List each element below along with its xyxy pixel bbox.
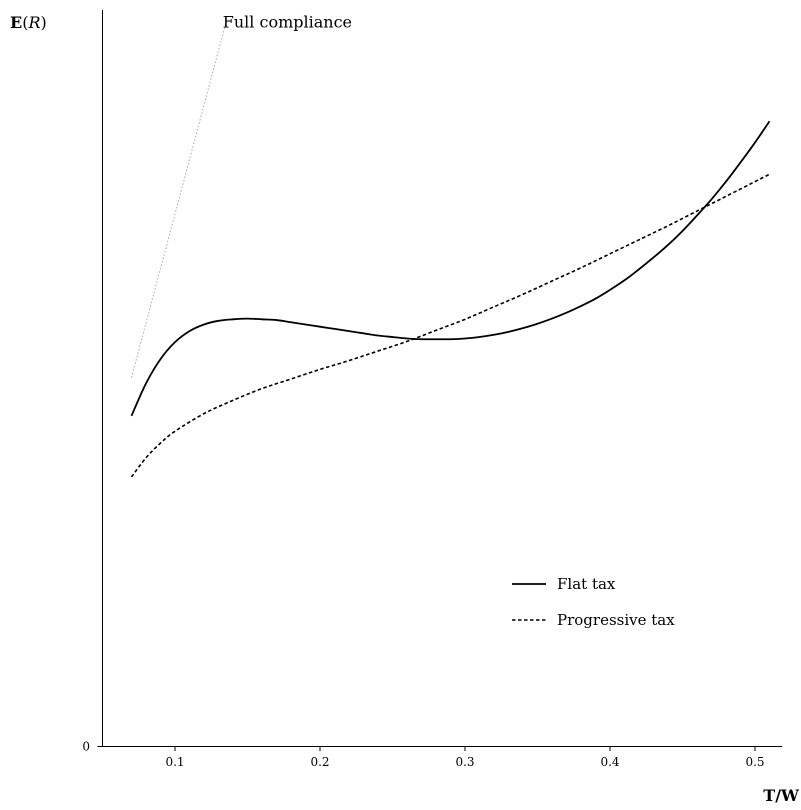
x-tick-label: 0.1 [165, 755, 184, 769]
x-tick-label: 0.4 [600, 755, 619, 769]
y-axis-label: E(R) [10, 13, 47, 32]
legend-entry-label: Progressive tax [557, 611, 675, 629]
y-axis-label-italic: R [27, 13, 40, 32]
x-tick-label: 0.5 [745, 755, 764, 769]
series-line-full-compliance [131, 23, 227, 378]
x-tick-label: 0.3 [455, 755, 474, 769]
legend-entry-label: Flat tax [557, 575, 616, 593]
series-line-progressive-tax [130, 173, 770, 478]
y-axis-label-bold: E [10, 13, 22, 32]
annotations-group: Full compliance [223, 12, 352, 31]
y-tick-label: 0 [82, 740, 90, 754]
legend: Flat tax Progressive tax [512, 575, 675, 629]
series-group [130, 23, 771, 478]
annotation-label: Full compliance [223, 12, 352, 31]
x-tick-label: 0.2 [310, 755, 329, 769]
ticks-group: 0.1 0.2 0.3 0.4 0.5 0 [82, 740, 764, 770]
x-axis-label: T/W [763, 786, 800, 805]
series-line-flat-tax [130, 120, 771, 417]
